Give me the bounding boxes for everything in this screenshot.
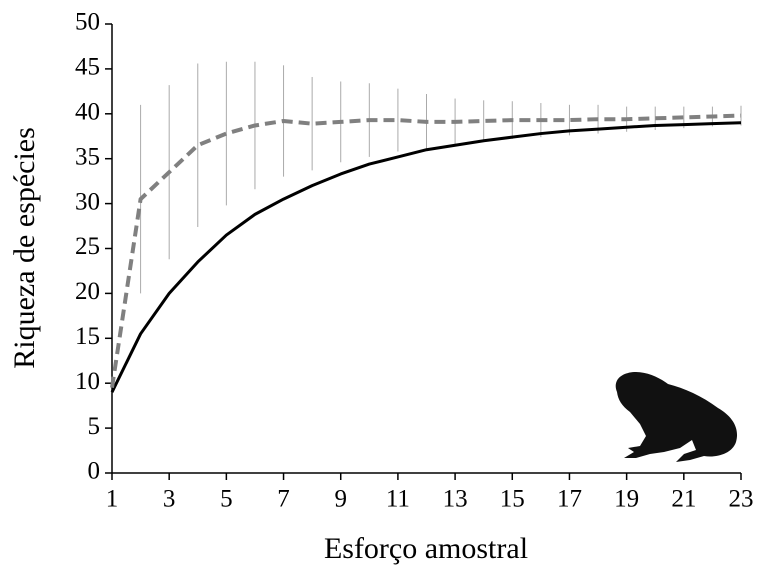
x-tick-label: 1 xyxy=(106,486,119,513)
y-tick-label: 0 xyxy=(88,458,101,485)
x-tick-label: 5 xyxy=(220,486,233,513)
y-tick-label: 25 xyxy=(75,233,100,260)
series-line xyxy=(110,113,742,388)
x-tick-label: 15 xyxy=(500,486,525,513)
x-tick-label: 23 xyxy=(729,486,754,513)
y-tick-label: 50 xyxy=(75,9,100,36)
y-tick-label: 45 xyxy=(75,54,100,81)
y-tick-label: 15 xyxy=(75,323,100,350)
x-tick-label: 3 xyxy=(163,486,176,513)
x-tick-label: 7 xyxy=(277,486,290,513)
y-tick-label: 30 xyxy=(75,188,100,215)
frog-icon xyxy=(615,372,738,462)
y-tick-label: 5 xyxy=(88,413,101,440)
y-axis-title: Riqueza de espécies xyxy=(8,127,41,369)
y-tick-label: 10 xyxy=(75,368,100,395)
x-tick-label: 13 xyxy=(443,486,468,513)
x-tick-label: 9 xyxy=(334,486,347,513)
x-tick-label: 11 xyxy=(386,486,410,513)
y-tick-label: 20 xyxy=(75,278,100,305)
x-axis-title: Esforço amostral xyxy=(324,532,528,565)
y-tick-label: 35 xyxy=(75,143,100,170)
x-tick-label: 21 xyxy=(671,486,696,513)
series-line xyxy=(110,121,742,393)
x-tick-label: 17 xyxy=(557,486,582,513)
x-tick-label: 19 xyxy=(614,486,639,513)
y-tick-label: 40 xyxy=(75,99,100,126)
